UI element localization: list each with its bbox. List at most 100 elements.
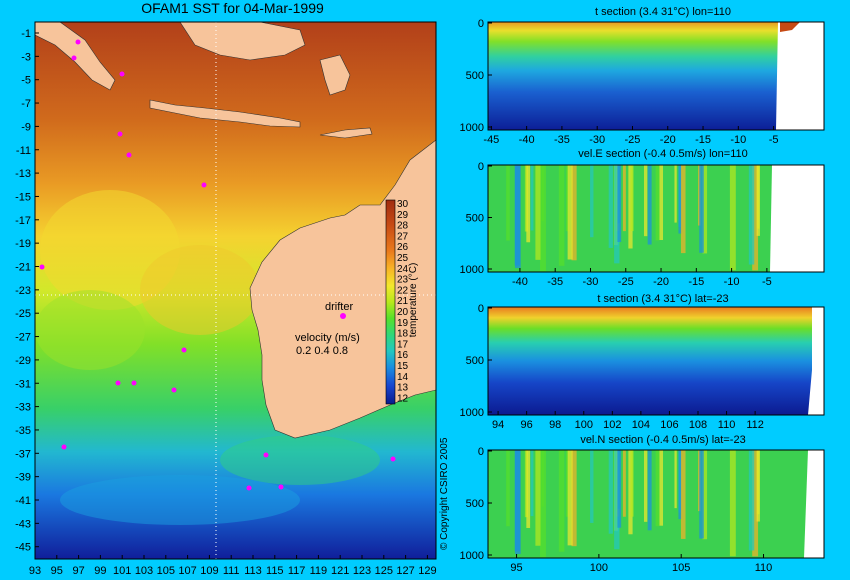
lat-tick-label: -7 xyxy=(21,98,31,110)
lon-tick-label: 93 xyxy=(29,565,41,577)
copyright-text: © Copyright CSIRO 2005 xyxy=(439,437,450,550)
velocity-streaks xyxy=(506,165,760,272)
panel-y-axis: 0 500 1000 xyxy=(460,161,492,276)
panel-y-tick-label: 1000 xyxy=(460,550,484,562)
velocity-streak xyxy=(622,165,626,232)
panel-frame xyxy=(487,306,825,416)
lon-tick-label: 101 xyxy=(113,565,131,577)
drifter-marker xyxy=(39,264,45,270)
panel-x-tick-label: 96 xyxy=(521,419,533,431)
velocity-streak xyxy=(530,165,534,231)
drifter-marker xyxy=(181,347,187,353)
panel-y-axis: 0 500 1000 xyxy=(460,18,492,134)
panel-y-tick-label: 0 xyxy=(478,303,484,315)
lon-tick-label: 95 xyxy=(51,565,63,577)
panel-x-tick-label: -25 xyxy=(618,276,634,288)
lon-tick-label: 117 xyxy=(288,565,306,577)
lat-tick-label: -35 xyxy=(15,425,31,437)
velocity-streak xyxy=(748,450,755,551)
velocity-streak xyxy=(678,450,682,520)
drifter-marker xyxy=(119,71,125,77)
velocity-streak xyxy=(506,450,510,527)
panel-x-axis: -40 -35 -30 -25 -20 -15 -10 -5 xyxy=(512,268,772,288)
velocity-streak xyxy=(571,165,577,261)
map-title: OFAM1 SST for 04-Mar-1999 xyxy=(141,0,324,16)
velocity-streak xyxy=(643,165,648,237)
velocity-streak xyxy=(756,165,760,236)
velocity-streak xyxy=(630,450,634,517)
lat-tick-label: -3 xyxy=(21,51,31,63)
lat-tick-label: -19 xyxy=(15,238,31,250)
velocity-streak xyxy=(526,165,531,243)
velocity-streak xyxy=(514,450,521,555)
panel-x-tick-label: 112 xyxy=(746,419,764,431)
velocity-streak xyxy=(680,450,686,539)
lon-tick-label: 113 xyxy=(244,565,262,577)
panel-x-tick-label: 94 xyxy=(492,419,504,431)
java-landmass xyxy=(149,99,301,128)
drifter-marker xyxy=(131,380,137,386)
panel-y-tick-label: 0 xyxy=(478,446,484,458)
t-section-lat-panel: t section (3.4 31°C) lat=-23 94 96 98 100 10… xyxy=(460,293,825,431)
lat-tick-label: -23 xyxy=(15,285,31,297)
panel-y-tick-label: 500 xyxy=(466,213,484,225)
panel-x-tick-label: -20 xyxy=(660,134,676,146)
velocity-streak xyxy=(565,165,569,232)
panel-x-tick-label: -45 xyxy=(483,134,499,146)
lat-tick-label: -33 xyxy=(15,402,31,414)
vel-e-section-panel: vel.E section (-0.4 0.5m/s) lon=110 -40 -… xyxy=(460,148,825,288)
panel-x-tick-label: -35 xyxy=(554,134,570,146)
velocity-streak xyxy=(702,165,708,254)
velocity-streak xyxy=(643,450,648,522)
lat-tick-label: -41 xyxy=(15,495,31,507)
panel-x-tick-label: 108 xyxy=(689,419,707,431)
panel-x-tick-label: -40 xyxy=(512,276,528,288)
velocity-scale: 0.2 0.4 0.8 xyxy=(296,345,348,357)
drifter-marker xyxy=(117,131,123,137)
panel-land-mask xyxy=(770,165,824,272)
panel-x-tick-label: 95 xyxy=(510,562,522,574)
panel-x-axis: 94 96 98 100 102 104 106 108 110 112 xyxy=(492,411,764,431)
sst-map xyxy=(34,21,437,560)
panel-land-mask xyxy=(804,450,824,558)
drifter-marker xyxy=(278,484,284,490)
panel-x-axis: 95 100 105 110 xyxy=(510,554,772,574)
panel-x-tick-label: -35 xyxy=(547,276,563,288)
drifter-marker xyxy=(115,380,121,386)
velocity-streak xyxy=(659,450,664,526)
borneo-landmass xyxy=(179,22,306,61)
lat-tick-label: -17 xyxy=(15,215,31,227)
panel-x-tick-label: -30 xyxy=(583,276,599,288)
panel-y-tick-label: 500 xyxy=(466,498,484,510)
lon-tick-label: 123 xyxy=(353,565,371,577)
lon-tick-label: 109 xyxy=(200,565,218,577)
panel-x-tick-label: 98 xyxy=(549,419,561,431)
lon-tick-label: 103 xyxy=(135,565,153,577)
velocity-streak xyxy=(565,450,569,517)
drifter-marker xyxy=(126,152,132,158)
drifter-marker xyxy=(75,39,81,45)
colorbar-label: temperature (°C) xyxy=(408,263,419,338)
panel-x-tick-label: -25 xyxy=(625,134,641,146)
drifter-legend-marker xyxy=(340,313,346,319)
colorbar-tick-label: 13 xyxy=(397,383,409,394)
velocity-streak xyxy=(506,165,510,241)
panel-x-tick-label: 100 xyxy=(575,419,593,431)
velocity-streak xyxy=(748,165,755,265)
velocity-label: velocity (m/s) xyxy=(295,332,360,344)
lat-tick-label: -43 xyxy=(15,518,31,530)
colorbar-tick-label: 27 xyxy=(397,231,409,242)
velocity-streak xyxy=(647,165,652,245)
panel-land-mask xyxy=(808,307,824,415)
colorbar-tick-label: 21 xyxy=(397,296,409,307)
colorbar-tick-label: 22 xyxy=(397,285,409,296)
colorbar-tick-label: 23 xyxy=(397,275,409,286)
velocity-streak xyxy=(617,165,622,243)
velocity-streak xyxy=(699,450,704,539)
panel-title: vel.E section (-0.4 0.5m/s) lon=110 xyxy=(578,148,747,160)
panel-x-tick-label: 100 xyxy=(590,562,608,574)
lat-tick-label: -45 xyxy=(15,542,31,554)
velocity-streak xyxy=(535,165,541,260)
